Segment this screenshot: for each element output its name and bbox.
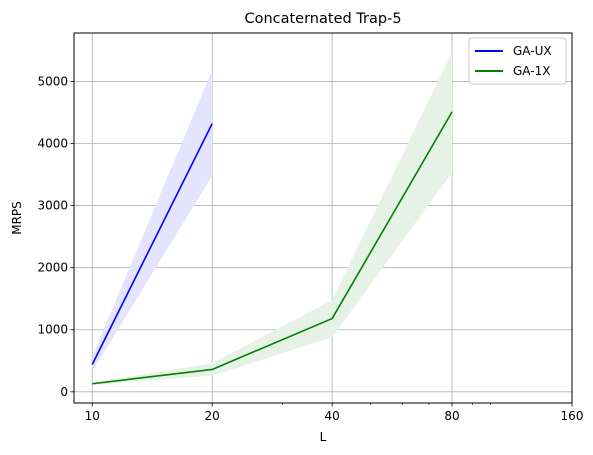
x-tick-label: 80 (444, 409, 459, 423)
y-tick-label: 0 (60, 385, 68, 399)
x-tick-label: 40 (324, 409, 339, 423)
chart-title: Concaternated Trap-5 (244, 11, 401, 27)
y-tick-label: 3000 (37, 199, 68, 213)
series-lines (91, 111, 453, 385)
plot-frame (73, 32, 573, 404)
y-axis-ticks: 0 1000 2000 3000 4000 5000 (37, 74, 74, 399)
x-tick-label: 20 (205, 409, 220, 423)
line-ga-1x (92, 111, 453, 385)
y-tick-label: 2000 (37, 261, 68, 275)
line-ga-ux (91, 123, 213, 365)
band-ga-ux (92, 70, 213, 372)
plot-area (74, 33, 572, 403)
confidence-bands (92, 52, 453, 385)
x-tick-label: 10 (85, 409, 100, 423)
y-tick-label: 5000 (37, 74, 68, 88)
legend: GA-UX GA-1X (468, 37, 567, 85)
legend-label-ga-1x: GA-1X (513, 64, 550, 78)
x-axis-title: L (320, 430, 327, 444)
y-axis-title: MRPS (10, 201, 24, 235)
legend-label-ga-ux: GA-UX (513, 44, 552, 58)
axes (73, 32, 573, 404)
x-axis-ticks: 10 20 40 80 160 (85, 403, 584, 423)
band-ga-1x (92, 52, 453, 385)
legend-box (468, 37, 567, 85)
y-tick-label: 4000 (37, 137, 68, 151)
y-tick-label: 1000 (37, 323, 68, 337)
x-tick-label: 160 (561, 409, 584, 423)
